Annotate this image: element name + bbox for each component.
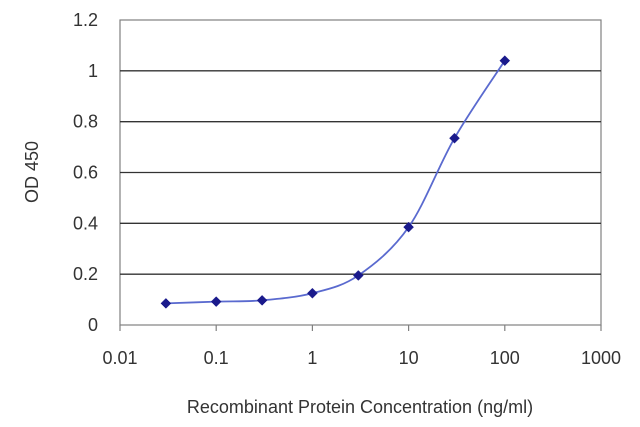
x-tick-label: 0.1 [204,348,229,368]
data-point-marker [403,221,414,233]
data-point-marker [160,298,172,309]
x-tick-label: 1000 [581,348,621,368]
y-tick-label: 0.4 [73,213,98,233]
series-layer [160,55,511,309]
data-point-marker [499,55,511,67]
data-point-marker [210,296,222,307]
gridlines [120,70,601,275]
y-tick-label: 1 [88,61,98,81]
y-tick-label: 0.8 [73,112,98,132]
y-axis-ticks: 0 0.2 0.4 0.6 0.8 1 1.2 [73,10,98,335]
x-tick-label: 10 [399,348,419,368]
data-point-marker [307,287,318,299]
y-tick-label: 0.6 [73,163,98,183]
x-tick-label: 1 [307,348,317,368]
data-point-marker [449,132,460,144]
data-point-marker [256,294,268,306]
y-tick-label: 0 [88,315,98,335]
data-point-marker [352,270,364,281]
x-axis-title: Recombinant Protein Concentration (ng/ml… [187,397,533,417]
y-tick-label: 0.2 [73,264,98,284]
y-tick-label: 1.2 [73,10,98,30]
y-axis-title: OD 450 [22,141,42,203]
x-tick-label: 0.01 [102,348,137,368]
x-axis-ticks: 0.01 0.1 1 10 100 1000 [102,325,621,368]
x-tick-label: 100 [490,348,520,368]
